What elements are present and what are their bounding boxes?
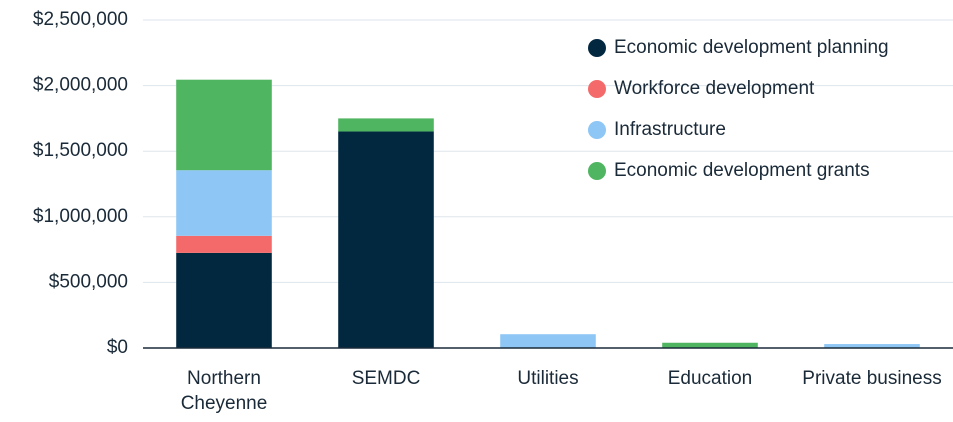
legend-swatch: [588, 80, 606, 98]
x-tick-label: Education: [667, 368, 753, 389]
y-tick-label: $2,000,000: [33, 75, 128, 96]
bar-segment: [176, 235, 272, 253]
bar-segment: [500, 334, 596, 348]
bar-segment: [824, 344, 920, 348]
bar-segment: [338, 118, 434, 132]
x-tick-label: Private business: [802, 368, 942, 389]
y-tick-label: $1,500,000: [33, 140, 128, 161]
y-tick-label: $500,000: [49, 271, 128, 292]
legend-swatch: [588, 39, 606, 57]
bar-segment: [176, 170, 272, 236]
bar-segment: [338, 131, 434, 348]
y-tick-label: $2,500,000: [33, 9, 128, 30]
legend-swatch: [588, 121, 606, 139]
y-tick-label: $0: [107, 337, 128, 358]
legend-label: Economic development planning: [614, 37, 889, 58]
legend-label: Economic development grants: [614, 160, 870, 181]
legend-label: Workforce development: [614, 78, 815, 99]
x-tick-label: Northern Cheyenne: [180, 368, 268, 414]
bar-segment: [176, 79, 272, 171]
legend-label: Infrastructure: [614, 119, 726, 140]
y-tick-label: $1,000,000: [33, 206, 128, 227]
x-tick-label: SEMDC: [351, 368, 421, 389]
x-tick-label: Utilities: [517, 368, 579, 389]
bar-segment: [662, 342, 758, 348]
legend-swatch: [588, 162, 606, 180]
bar-segment: [176, 252, 272, 348]
